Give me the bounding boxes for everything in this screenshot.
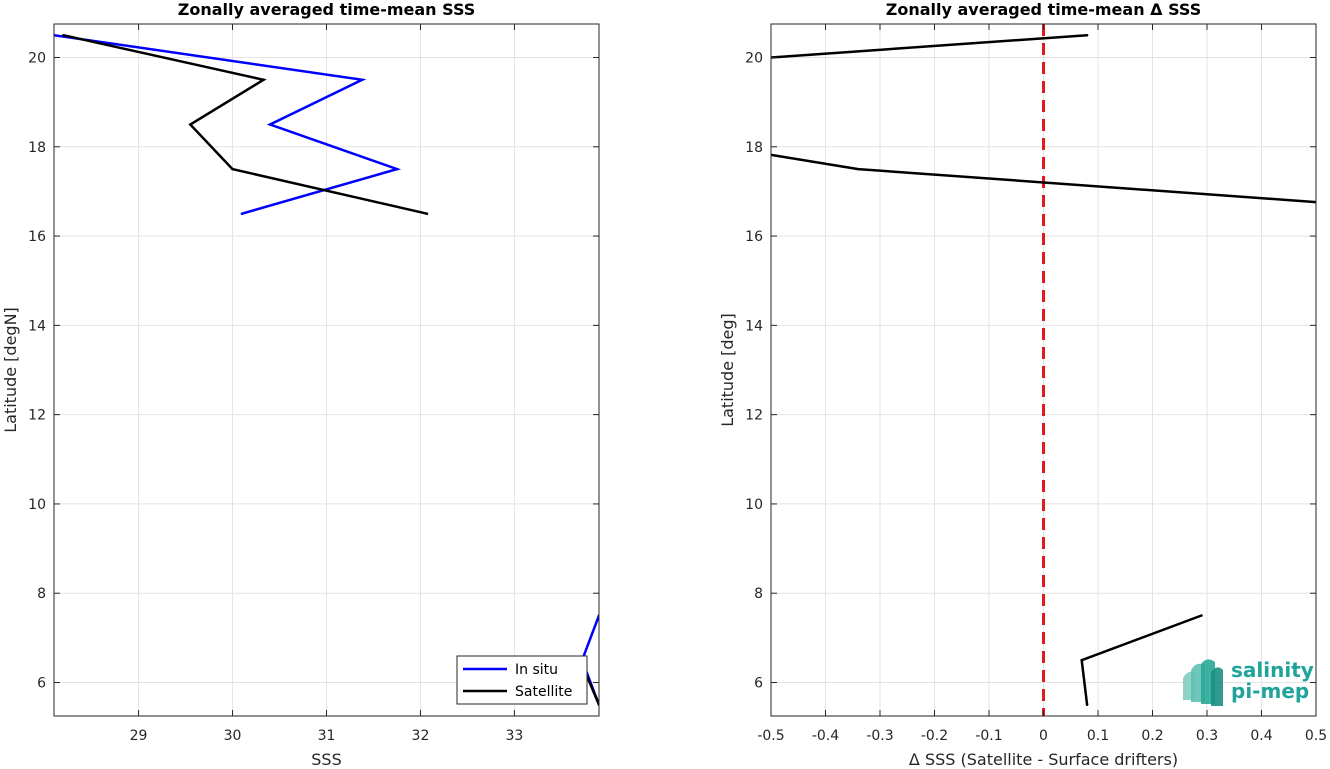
in-situ-data-point xyxy=(240,212,244,215)
series-0-data-point xyxy=(1200,614,1203,617)
x-tick-label: 0.3 xyxy=(1196,728,1218,744)
y-tick-label: 18 xyxy=(745,140,763,156)
y-axis-label: Latitude [degN] xyxy=(1,307,20,433)
y-tick-label: 16 xyxy=(28,229,46,245)
y-tick-label: 8 xyxy=(754,586,763,602)
y-tick-label: 12 xyxy=(28,408,46,424)
sss-panel: 29 30 31 32 33 6 8 10 12 14 16 18 20 Zonally average… xyxy=(1,0,600,769)
x-tick-label: -0.4 xyxy=(812,728,839,744)
x-tick-label: 31 xyxy=(318,728,336,744)
y-tick-label: 12 xyxy=(745,408,763,424)
legend-label-in-situ: In situ xyxy=(515,662,558,678)
x-tick-label: 0.2 xyxy=(1141,728,1163,744)
x-tick-label: 0.5 xyxy=(1305,728,1327,744)
wave-logo-icon xyxy=(1183,659,1223,706)
satellite-data-point xyxy=(62,33,65,37)
logo-line-1: salinity xyxy=(1231,658,1314,682)
y-tick-label: 14 xyxy=(745,318,763,334)
y-tick-label: 8 xyxy=(37,586,46,602)
chart-title: Zonally averaged time-mean SSS xyxy=(178,0,476,19)
x-tick-label: -0.5 xyxy=(757,728,784,744)
x-tick-label: 0.4 xyxy=(1250,728,1272,744)
series-0-data-point xyxy=(1085,33,1089,37)
y-tick-label: 18 xyxy=(28,140,46,156)
x-tick-label: -0.1 xyxy=(975,728,1002,744)
satellite-data-point xyxy=(189,123,192,126)
x-tick-label: 0.1 xyxy=(1087,728,1109,744)
series-0-data-point xyxy=(856,167,860,171)
x-tick-label: 29 xyxy=(130,728,148,744)
x-tick-label: 0 xyxy=(1039,728,1048,744)
logo-line-2: pi-mep xyxy=(1231,679,1309,703)
in-situ-data-point xyxy=(360,78,364,82)
chart-title: Zonally averaged time-mean Δ SSS xyxy=(886,0,1202,19)
x-axis-label: SSS xyxy=(311,750,341,769)
y-tick-label: 6 xyxy=(754,676,763,692)
y-axis-label: Latitude [deg] xyxy=(718,313,737,427)
x-tick-label: 32 xyxy=(412,728,430,744)
y-tick-label: 20 xyxy=(28,50,46,66)
legend-label-satellite: Satellite xyxy=(515,684,572,700)
y-tick-label: 20 xyxy=(745,50,763,66)
satellite-data-point xyxy=(262,78,265,82)
satellite-data-point xyxy=(425,212,429,215)
in-situ-data-point xyxy=(268,123,272,126)
x-tick-label: -0.2 xyxy=(921,728,948,744)
in-situ-line-segment xyxy=(54,33,402,215)
y-tick-label: 10 xyxy=(745,497,763,513)
legend: In situ Satellite xyxy=(456,655,588,705)
y-tick-label: 6 xyxy=(37,676,46,692)
series-0-data-point xyxy=(1085,703,1089,707)
x-tick-label: 30 xyxy=(224,728,242,744)
x-tick-label: -0.3 xyxy=(866,728,893,744)
y-tick-label: 10 xyxy=(28,497,46,513)
salinity-pi-mep-logo: salinity pi-mep xyxy=(1183,658,1314,706)
delta-sss-panel: -0.5 -0.4 -0.3 -0.2 -0.1 0 0.1 0.2 0.3 0.4 0.5 6 8 10… xyxy=(718,0,1327,769)
y-tick-label: 14 xyxy=(28,318,46,334)
satellite-data-point xyxy=(231,167,234,171)
in-situ-data-point xyxy=(395,167,399,171)
y-tick-label: 16 xyxy=(745,229,763,245)
series-0-data-point xyxy=(1080,658,1083,662)
x-tick-label: 33 xyxy=(506,728,524,744)
series-0-line-segment xyxy=(771,33,1088,59)
x-axis-label: Δ SSS (Satellite - Surface drifters) xyxy=(909,750,1178,769)
